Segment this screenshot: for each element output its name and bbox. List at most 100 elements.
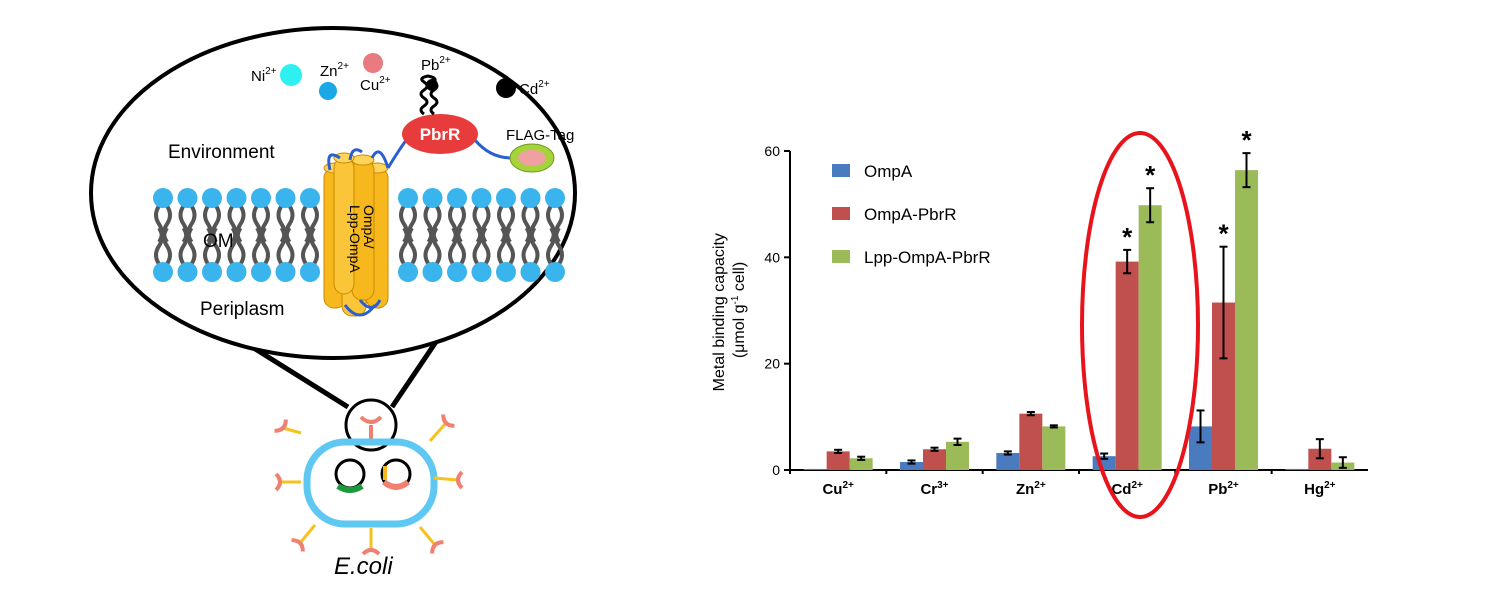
zn-ion-icon	[319, 82, 337, 100]
error-bar	[1026, 411, 1035, 417]
svg-text:Cd2+: Cd2+	[519, 79, 550, 98]
bar-ompa-pbrr-cr	[923, 449, 946, 470]
bar-ompa-pb	[1189, 426, 1212, 470]
flag-tag-core	[518, 150, 546, 166]
x-tick-label: Cu2+	[822, 480, 854, 498]
bar-lpp-ompa-pbrr-cu	[849, 458, 873, 470]
surface-receptor-icon	[418, 526, 444, 554]
surface-receptor-icon	[361, 528, 381, 556]
lipid	[520, 188, 541, 282]
chart-legend: OmpA OmpA-PbrR Lpp-OmpA-PbrR	[832, 162, 991, 267]
bar-lpp-ompa-pbrr-cd	[1138, 205, 1162, 471]
error-bar	[834, 448, 843, 454]
error-bar	[953, 437, 962, 447]
lipid	[226, 188, 247, 282]
lipid	[202, 188, 222, 282]
pb-bound-ion	[426, 79, 438, 91]
ion-pb: Pb2+	[421, 55, 451, 74]
x-tick-label: Cd2+	[1111, 480, 1143, 498]
magnified-receptor	[359, 415, 383, 439]
membrane-diagram: OmpA/ Lpp-OmpA PbrR FLAG-Tag Ni2+ Zn2+ C…	[89, 26, 577, 580]
y-tick-label: 40	[764, 249, 780, 265]
ion-ni: Ni2+	[251, 64, 302, 86]
lipid	[447, 188, 467, 282]
bar-lpp-ompa-pbrr-cr	[946, 441, 969, 470]
error-bar	[1100, 452, 1109, 460]
ion-cu: Cu2+	[360, 53, 391, 94]
svg-text:Zn2+: Zn2+	[320, 61, 349, 80]
lipid	[422, 188, 443, 282]
anchor-label: OmpA/ Lpp-OmpA	[347, 205, 377, 273]
ni-ion-icon	[280, 64, 302, 86]
error-bar	[907, 459, 916, 465]
significance-marker: *	[1241, 125, 1252, 155]
pbrr-coil	[419, 74, 439, 116]
significance-marker: *	[1218, 219, 1229, 249]
legend-label: OmpA	[864, 162, 913, 181]
legend-item: OmpA	[832, 162, 913, 181]
flag-tag-label: FLAG-Tag	[506, 127, 574, 144]
legend-swatch	[832, 164, 850, 177]
ompa-barrel	[323, 152, 389, 317]
error-bar	[1003, 450, 1012, 456]
legend-label: OmpA-PbrR	[864, 205, 957, 224]
error-bar	[1242, 152, 1251, 189]
bar-lpp-ompa-pbrr-pb	[1235, 170, 1258, 470]
x-tick-label: Hg2+	[1304, 480, 1336, 498]
organism-label: E.coli	[334, 553, 393, 580]
ion-zn: Zn2+	[319, 61, 349, 100]
bar-ompa-cr	[900, 462, 923, 470]
lipid	[251, 188, 271, 282]
significance-marker: *	[1145, 160, 1156, 190]
surface-receptor-icon	[428, 414, 455, 442]
ion-cd: Cd2+	[496, 78, 550, 98]
plot-area: 0 20 40 60 Cu2+ Cr3+ Zn2+ Cd2+ * * Pb2+ * * Hg2+	[764, 125, 1368, 498]
pbrr-label: PbrR	[420, 125, 461, 144]
cd-ion-icon	[496, 78, 516, 98]
lipid	[471, 188, 492, 282]
om-label: OM	[203, 231, 234, 252]
lipid	[275, 188, 296, 282]
error-bar	[1146, 187, 1155, 224]
significance-marker: *	[1122, 222, 1133, 252]
cd-highlight-ellipse	[1080, 131, 1200, 519]
ecoli-cell	[274, 414, 464, 556]
bar-ompa-zn	[996, 452, 1020, 470]
legend-swatch	[832, 207, 850, 220]
legend-swatch	[832, 250, 850, 263]
lipid	[496, 188, 516, 282]
lipid	[177, 188, 198, 282]
surface-receptor-icon	[274, 419, 302, 435]
legend-item: Lpp-OmpA-PbrR	[832, 248, 991, 267]
surface-receptor-icon	[433, 470, 464, 490]
lipid	[545, 188, 565, 282]
y-tick-label: 60	[764, 143, 780, 159]
lipid	[153, 188, 173, 282]
bar-ompa-pbrr-hg	[1308, 448, 1332, 470]
legend-label: Lpp-OmpA-PbrR	[864, 248, 991, 267]
error-bar	[1123, 248, 1132, 275]
outer-membrane-bilayer	[153, 188, 565, 282]
linker-loops	[327, 134, 513, 317]
error-bar	[1049, 424, 1058, 429]
y-tick-label: 20	[764, 356, 780, 372]
error-bar	[1315, 438, 1324, 460]
pbrr-protein	[402, 114, 478, 154]
lipid	[398, 188, 418, 282]
bar-lpp-ompa-pbrr-zn	[1042, 426, 1066, 470]
bar-ompa-cu	[803, 468, 827, 470]
bar-ompa-pbrr-cd	[1115, 261, 1139, 470]
legend-item: OmpA-PbrR	[832, 205, 957, 224]
svg-text:Pb2+: Pb2+	[421, 55, 451, 74]
y-axis-label: Metal binding capacity (μmol g-1 cell)	[711, 229, 748, 392]
x-tick-label: Zn2+	[1016, 480, 1046, 498]
cu-ion-icon	[363, 53, 383, 73]
error-bar	[1338, 456, 1347, 469]
environment-label: Environment	[168, 142, 275, 163]
surface-receptor-icon	[274, 472, 301, 492]
x-tick-label: Cr3+	[920, 480, 948, 498]
surface-receptor-icon	[291, 524, 317, 552]
error-bar	[857, 455, 866, 461]
periplasm-label: Periplasm	[200, 299, 284, 320]
